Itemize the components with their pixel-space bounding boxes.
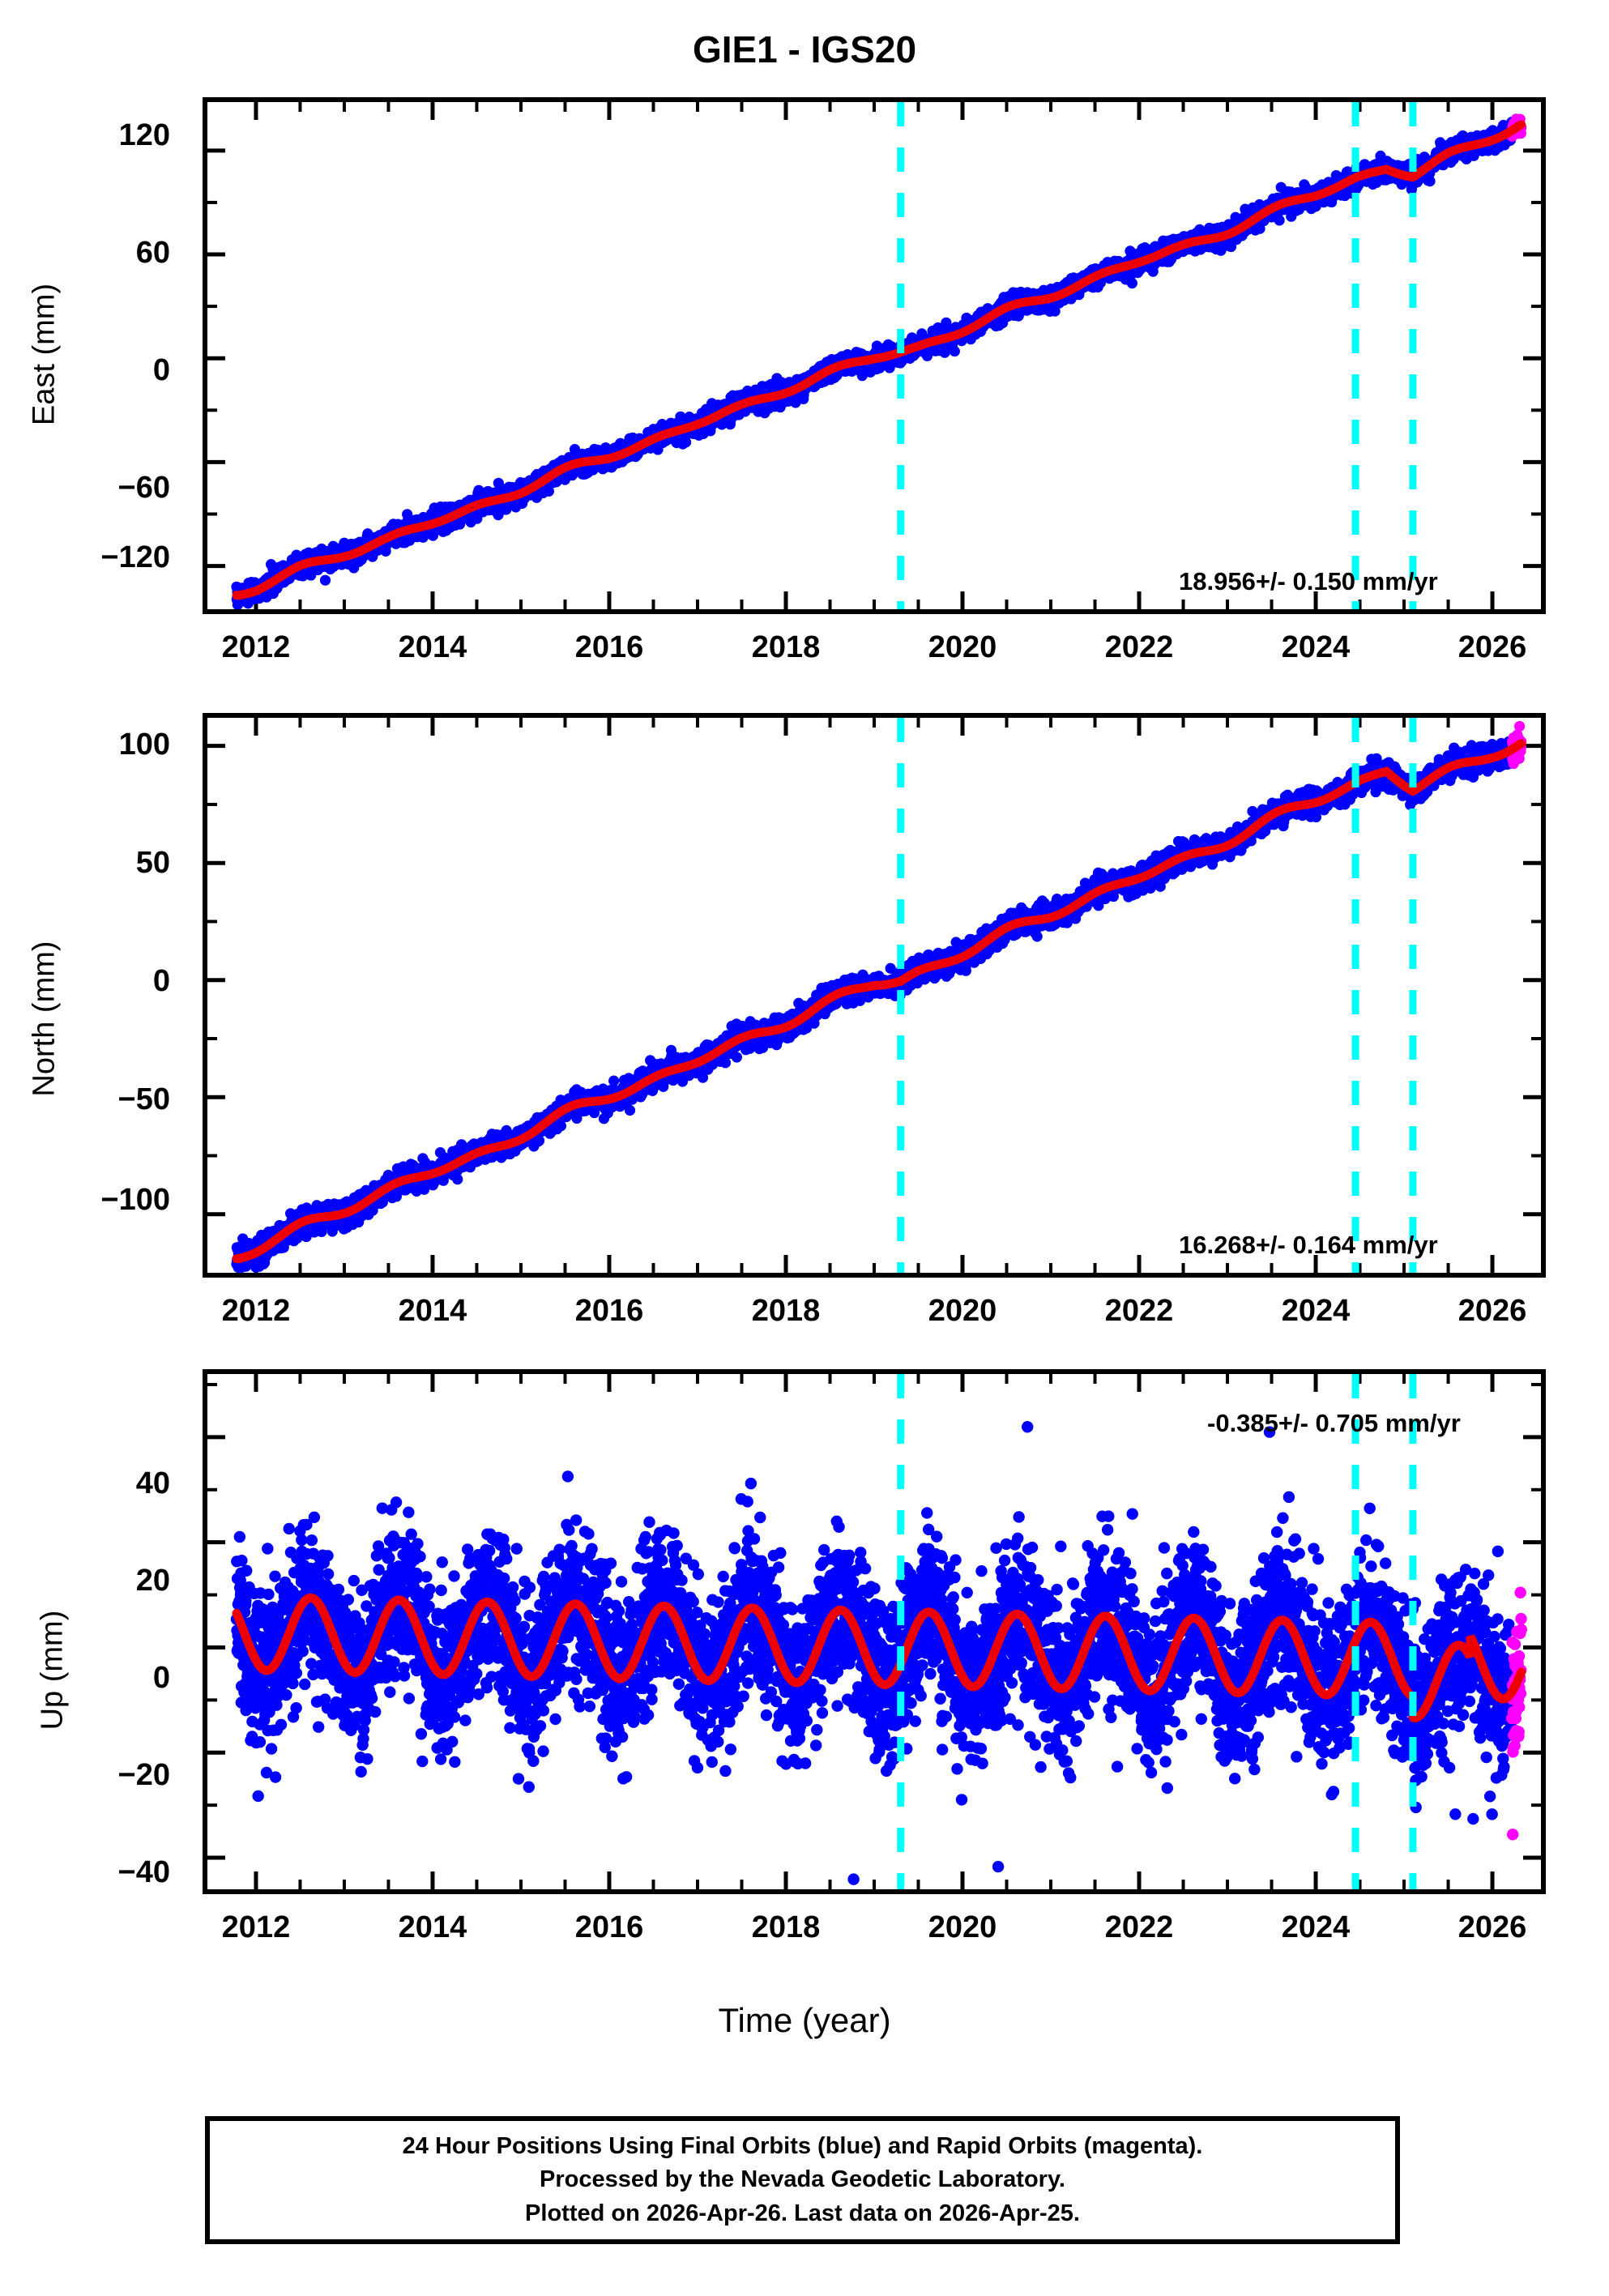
xtick-east-2012: 2012 <box>221 630 291 664</box>
plot-canvas-north <box>207 718 1541 1273</box>
xtick-north-2014: 2014 <box>398 1294 467 1328</box>
xtick-east-2026: 2026 <box>1457 630 1527 664</box>
caption-line-3: Plotted on 2026-Apr-26. Last data on 202… <box>525 2200 1080 2226</box>
rate-annotation-east: 18.956+/- 0.150 mm/yr <box>1179 567 1438 595</box>
ytick-up-4: −40 <box>117 1855 170 1889</box>
ytick-north-2: 0 <box>152 964 170 998</box>
xtick-north-2016: 2016 <box>574 1294 644 1328</box>
xtick-east-2020: 2020 <box>928 630 997 664</box>
figure-caption: 24 Hour Positions Using Final Orbits (bl… <box>205 2116 1400 2244</box>
ytick-up-2: 0 <box>152 1661 170 1695</box>
plot-canvas-east <box>207 102 1541 609</box>
xtick-east-2014: 2014 <box>398 630 467 664</box>
ytick-north-0: 100 <box>118 728 170 762</box>
ytick-east-4: −120 <box>100 540 170 574</box>
xtick-north-2024: 2024 <box>1281 1294 1351 1328</box>
ytick-east-2: 0 <box>152 353 170 387</box>
xtick-up-2022: 2022 <box>1104 1910 1174 1944</box>
xtick-up-2026: 2026 <box>1457 1910 1527 1944</box>
xtick-north-2018: 2018 <box>751 1294 821 1328</box>
xtick-up-2016: 2016 <box>574 1910 644 1944</box>
ytick-east-1: 60 <box>135 236 170 270</box>
page-title: GIE1 - IGS20 <box>692 28 917 70</box>
xtick-up-2020: 2020 <box>928 1910 997 1944</box>
rate-annotation-up: -0.385+/- 0.705 mm/yr <box>1207 1409 1461 1437</box>
caption-line-2: Processed by the Nevada Geodetic Laborat… <box>540 2166 1065 2193</box>
ytick-north-1: 50 <box>135 846 170 880</box>
xtick-up-2012: 2012 <box>221 1910 291 1944</box>
ytick-up-3: −20 <box>117 1758 170 1792</box>
xtick-north-2026: 2026 <box>1457 1294 1527 1328</box>
xtick-east-2022: 2022 <box>1104 630 1174 664</box>
plot-area-north <box>203 713 1546 1278</box>
caption-line-1: 24 Hour Positions Using Final Orbits (bl… <box>402 2133 1203 2160</box>
xtick-east-2024: 2024 <box>1281 630 1351 664</box>
ytick-east-0: 120 <box>118 118 170 152</box>
rate-annotation-north: 16.268+/- 0.164 mm/yr <box>1179 1231 1438 1259</box>
xtick-up-2014: 2014 <box>398 1910 467 1944</box>
xtick-north-2020: 2020 <box>928 1294 997 1328</box>
xtick-east-2018: 2018 <box>751 630 821 664</box>
ytick-up-0: 40 <box>135 1466 170 1500</box>
ytick-up-1: 20 <box>135 1564 170 1598</box>
plot-area-up <box>203 1369 1546 1894</box>
xtick-north-2012: 2012 <box>221 1294 291 1328</box>
ytick-north-3: −50 <box>117 1082 170 1116</box>
xaxis-label: Time (year) <box>718 2001 891 2039</box>
xtick-east-2016: 2016 <box>574 630 644 664</box>
ytick-east-3: −60 <box>117 471 170 505</box>
xtick-up-2018: 2018 <box>751 1910 821 1944</box>
plot-area-east <box>203 97 1546 614</box>
xtick-north-2022: 2022 <box>1104 1294 1174 1328</box>
ytick-north-4: −100 <box>100 1183 170 1217</box>
plot-canvas-up <box>207 1374 1541 1889</box>
xtick-up-2024: 2024 <box>1281 1910 1351 1944</box>
